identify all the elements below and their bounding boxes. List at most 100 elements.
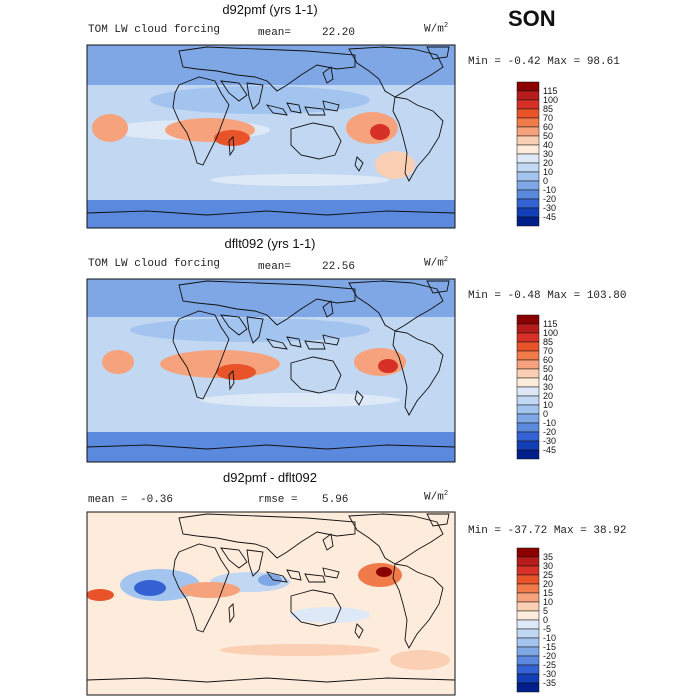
panel-1-mean-value: 22.20: [322, 27, 356, 39]
panel-3-map: [86, 511, 456, 696]
colorbar-swatch: [516, 359, 540, 370]
colorbar-swatch: [516, 422, 540, 433]
colorbar-swatch: [516, 547, 540, 558]
panel-3-mean-label: mean =: [88, 494, 128, 506]
colorbar-swatch: [516, 162, 540, 173]
colorbar-swatch: [516, 565, 540, 576]
panel-1-units: W/m2: [424, 22, 449, 36]
colorbar-swatch: [516, 153, 540, 164]
colorbar-tick-label: -20: [543, 427, 556, 437]
panel-2-field-label: TOM LW cloud forcing: [88, 258, 221, 270]
colorbar-swatch: [516, 646, 540, 657]
colorbar-tick-label: 35: [543, 552, 553, 562]
panel-3-title: d92pmf - dflt092: [223, 470, 317, 485]
panel-1-map: [86, 44, 456, 229]
colorbar-swatch: [516, 610, 540, 621]
colorbar-swatch: [516, 126, 540, 137]
colorbar-swatch: [516, 180, 540, 191]
colorbar-swatch: [516, 404, 540, 415]
colorbar-tick-label: 25: [543, 570, 553, 580]
panel-2-mean-label: mean=: [258, 261, 292, 273]
colorbar-tick-label: -25: [543, 660, 556, 670]
colorbar-swatch: [516, 431, 540, 442]
colorbar-tick-label: -20: [543, 194, 556, 204]
colorbar-swatch: [516, 395, 540, 406]
colorbar-tick-label: -5: [543, 624, 551, 634]
colorbar-tick-label: 40: [543, 373, 553, 383]
colorbar-tick-label: -30: [543, 436, 556, 446]
panel-3-mean-value: -0.36: [140, 494, 174, 506]
colorbar-swatch: [516, 664, 540, 675]
colorbar-swatch: [516, 673, 540, 684]
panel-3-rmse-label: rmse =: [258, 494, 298, 506]
colorbar-tick-label: 30: [543, 149, 553, 159]
panel-2-mean-value: 22.56: [322, 261, 356, 273]
colorbar-swatch: [516, 332, 540, 343]
colorbar-tick-label: -10: [543, 418, 556, 428]
colorbar-tick-label: 50: [543, 364, 553, 374]
colorbar-tick-label: -45: [543, 445, 556, 455]
colorbar-swatch: [516, 413, 540, 424]
colorbar-tick-label: 60: [543, 355, 553, 365]
colorbar-tick-label: 100: [543, 95, 558, 105]
colorbar-tick-label: -10: [543, 185, 556, 195]
colorbar-tick-label: 70: [543, 346, 553, 356]
panel-3-rmse-value: 5.96: [322, 494, 349, 506]
colorbar-swatch: [516, 117, 540, 128]
colorbar-swatch: [516, 386, 540, 397]
colorbar-swatch: [516, 90, 540, 101]
colorbar-swatch: [516, 341, 540, 352]
colorbar-tick-label: -15: [543, 642, 556, 652]
colorbar-swatch: [516, 449, 540, 460]
panel-2-units: W/m2: [424, 256, 449, 270]
panel-3-minmax: Min = -37.72 Max = 38.92: [468, 525, 627, 537]
colorbar-swatch: [516, 207, 540, 218]
colorbar-tick-label: 115: [543, 86, 557, 96]
colorbar-swatch: [516, 637, 540, 648]
colorbar-tick-label: -10: [543, 633, 556, 643]
colorbar-tick-label: 0: [543, 409, 548, 419]
colorbar-tick-label: 50: [543, 131, 553, 141]
colorbar-swatch: [516, 81, 540, 92]
colorbar-swatch: [516, 171, 540, 182]
colorbar-swatch: [516, 583, 540, 594]
colorbar-swatch: [516, 99, 540, 110]
colorbar-swatch: [516, 314, 540, 325]
colorbar-tick-label: 20: [543, 579, 553, 589]
colorbar-swatch: [516, 216, 540, 227]
colorbar-tick-label: 0: [543, 615, 548, 625]
colorbar-tick-label: 10: [543, 167, 553, 177]
colorbar-swatch: [516, 682, 540, 693]
colorbar-tick-label: -20: [543, 651, 556, 661]
colorbar-swatch: [516, 108, 540, 119]
colorbar-swatch: [516, 135, 540, 146]
colorbar-tick-label: 70: [543, 113, 553, 123]
colorbar-tick-label: 85: [543, 337, 553, 347]
colorbar-tick-label: 0: [543, 176, 548, 186]
colorbar-swatch: [516, 350, 540, 361]
panel-2-map: [86, 278, 456, 463]
colorbar-swatch: [516, 323, 540, 334]
panel-2-minmax: Min = -0.48 Max = 103.80: [468, 290, 627, 302]
colorbar-tick-label: 100: [543, 328, 558, 338]
colorbar-swatch: [516, 574, 540, 585]
colorbar-tick-label: -30: [543, 669, 556, 679]
panel-1-title: d92pmf (yrs 1-1): [222, 2, 318, 17]
colorbar-tick-label: 15: [543, 588, 553, 598]
panel-3-units: W/m2: [424, 490, 449, 504]
colorbar-swatch: [516, 189, 540, 200]
colorbar-swatch: [516, 601, 540, 612]
colorbar-tick-label: -35: [543, 678, 556, 688]
colorbar-swatch: [516, 655, 540, 666]
colorbar-tick-label: 10: [543, 400, 553, 410]
colorbar-swatch: [516, 440, 540, 451]
colorbar-tick-label: 115: [543, 319, 557, 329]
panel-1-minmax: Min = -0.42 Max = 98.61: [468, 56, 620, 68]
colorbar-tick-label: -30: [543, 203, 556, 213]
colorbar-tick-label: -45: [543, 212, 556, 222]
colorbar-tick-label: 20: [543, 158, 553, 168]
